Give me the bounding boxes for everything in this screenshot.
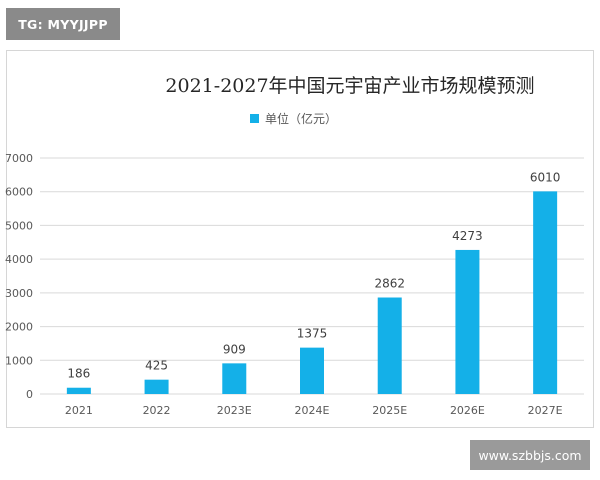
data-label: 425	[145, 359, 168, 373]
x-tick-label: 2025E	[372, 404, 407, 417]
bars	[66, 191, 558, 394]
data-label: 6010	[530, 170, 561, 184]
data-label: 909	[223, 342, 246, 356]
y-tick-label: 2000	[5, 321, 33, 334]
bar	[455, 249, 480, 394]
y-tick-label: 6000	[5, 186, 33, 199]
y-axis-tick-labels: 0 1000 2000 3000 4000 5000 6000 7000	[5, 152, 33, 401]
bar	[66, 387, 91, 394]
x-tick-label: 2026E	[450, 404, 485, 417]
watermark-site-badge: www.szbbjs.com	[470, 440, 590, 470]
data-labels: 186 425 909 1375 2862 4273 6010	[67, 170, 560, 380]
x-tick-label: 2022	[143, 404, 171, 417]
y-tick-label: 3000	[5, 287, 33, 300]
x-axis-tick-labels: 2021 2022 2023E 2024E 2025E 2026E 2027E	[65, 404, 563, 417]
data-label: 2862	[374, 277, 405, 291]
bar	[222, 363, 247, 394]
watermark-tag-badge: TG: MYYJJPP	[6, 8, 120, 40]
x-tick-label: 2027E	[528, 404, 563, 417]
grid-lines	[40, 157, 584, 395]
x-tick-label: 2024E	[295, 404, 330, 417]
legend-label: 单位（亿元）	[265, 111, 337, 126]
y-tick-label: 0	[26, 388, 33, 401]
data-label: 4273	[452, 229, 483, 243]
x-tick-label: 2023E	[217, 404, 252, 417]
x-tick-label: 2021	[65, 404, 93, 417]
y-tick-label: 5000	[5, 219, 33, 232]
bar	[377, 297, 402, 394]
data-label: 1375	[297, 327, 328, 341]
chart-title: 2021-2027年中国元宇宙产业市场规模预测	[165, 75, 534, 97]
legend-swatch	[250, 114, 259, 123]
y-tick-label: 4000	[5, 253, 33, 266]
data-label: 186	[67, 367, 90, 381]
bar	[300, 347, 324, 394]
y-tick-label: 7000	[5, 152, 33, 165]
y-tick-label: 1000	[5, 354, 33, 367]
bar	[533, 191, 558, 394]
bar	[144, 379, 169, 394]
